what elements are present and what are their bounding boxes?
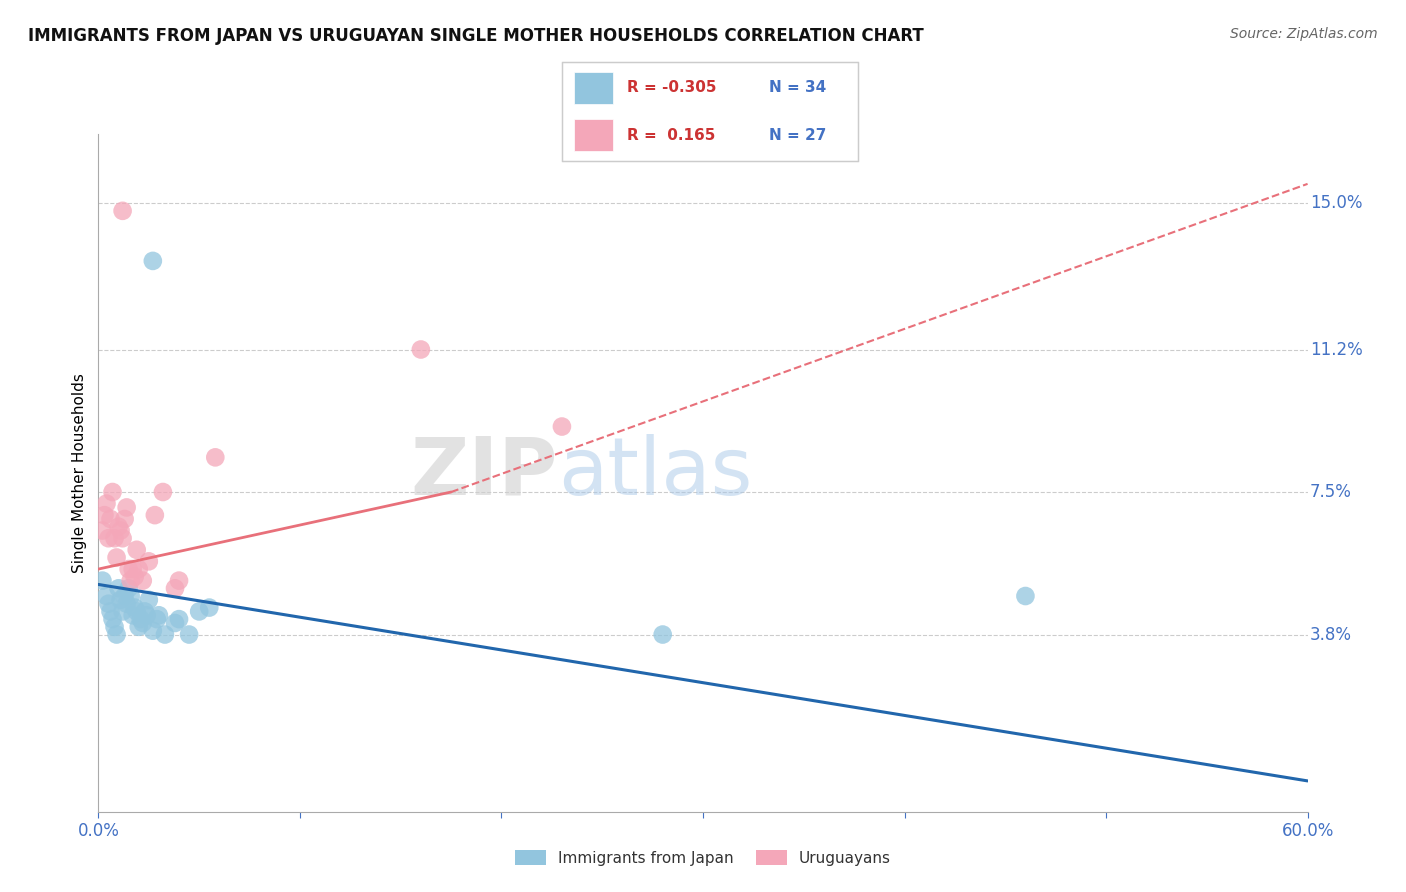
Point [148, 608, 170, 623]
Text: 11.2%: 11.2% [1310, 341, 1362, 359]
Point [107, 582, 129, 596]
Point [138, 592, 160, 607]
Point [651, 627, 673, 641]
Point [91, 574, 114, 588]
Point [198, 600, 221, 615]
Point [551, 419, 574, 434]
Point [143, 508, 166, 523]
Point [142, 624, 165, 638]
Point [132, 574, 155, 588]
Point [114, 589, 136, 603]
Point [138, 554, 160, 568]
Point [121, 608, 143, 623]
Point [118, 582, 141, 596]
Point [152, 485, 174, 500]
Point [114, 512, 136, 526]
Point [135, 608, 157, 623]
Point [101, 485, 124, 500]
Text: 15.0%: 15.0% [1310, 194, 1362, 212]
Point [132, 615, 155, 630]
Point [129, 612, 152, 626]
Point [105, 550, 128, 565]
Point [125, 542, 148, 557]
Point [100, 604, 122, 618]
Point [93, 508, 115, 523]
Point [111, 604, 134, 618]
Point [103, 620, 125, 634]
Point [163, 582, 186, 596]
Bar [574, 120, 613, 151]
Point [97, 597, 120, 611]
Point [101, 612, 124, 626]
Point [97, 531, 120, 545]
Point [120, 589, 142, 603]
Point [121, 562, 143, 576]
Point [103, 531, 125, 545]
Point [128, 620, 150, 634]
Text: N = 34: N = 34 [769, 80, 827, 95]
Point [96, 497, 118, 511]
Text: 7.5%: 7.5% [1310, 483, 1353, 501]
Point [142, 253, 165, 268]
Text: R = -0.305: R = -0.305 [627, 80, 717, 95]
Point [167, 612, 190, 626]
Point [91, 524, 114, 538]
Point [167, 574, 190, 588]
Text: N = 27: N = 27 [769, 128, 827, 143]
Y-axis label: Single Mother Households: Single Mother Households [72, 373, 87, 573]
Point [146, 612, 169, 626]
Point [1014, 589, 1036, 603]
Point [124, 570, 146, 584]
Point [125, 604, 148, 618]
Point [118, 562, 141, 576]
Legend: Immigrants from Japan, Uruguayans: Immigrants from Japan, Uruguayans [509, 844, 897, 871]
Point [163, 615, 186, 630]
Point [177, 627, 201, 641]
Point [134, 604, 156, 618]
Point [96, 589, 118, 603]
Point [110, 592, 132, 607]
Text: IMMIGRANTS FROM JAPAN VS URUGUAYAN SINGLE MOTHER HOUSEHOLDS CORRELATION CHART: IMMIGRANTS FROM JAPAN VS URUGUAYAN SINGL… [28, 27, 924, 45]
Point [153, 627, 176, 641]
Text: ZIP: ZIP [411, 434, 558, 512]
Point [111, 531, 134, 545]
Point [107, 519, 129, 533]
Point [110, 524, 132, 538]
Point [105, 627, 128, 641]
Point [409, 343, 432, 357]
Point [120, 574, 142, 588]
Point [111, 203, 134, 218]
Point [115, 597, 138, 611]
Text: atlas: atlas [558, 434, 752, 512]
Point [100, 512, 122, 526]
Point [188, 604, 211, 618]
Point [204, 450, 226, 465]
Point [115, 500, 138, 515]
Point [128, 562, 150, 576]
Text: Source: ZipAtlas.com: Source: ZipAtlas.com [1230, 27, 1378, 41]
Bar [574, 72, 613, 103]
Text: R =  0.165: R = 0.165 [627, 128, 716, 143]
Point [124, 600, 146, 615]
Text: 3.8%: 3.8% [1310, 625, 1353, 643]
